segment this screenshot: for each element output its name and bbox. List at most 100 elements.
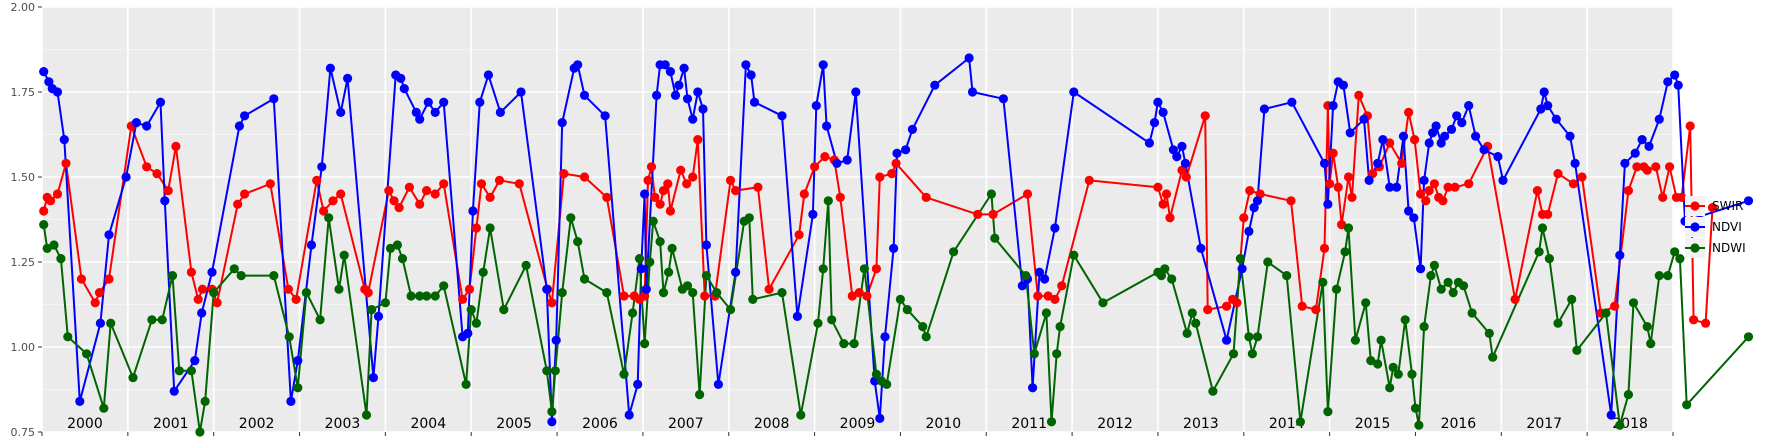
data-point-ndwi	[1484, 328, 1494, 338]
data-point-ndvi	[39, 67, 49, 77]
data-point-ndwi	[1663, 271, 1673, 281]
data-point-ndwi	[949, 247, 959, 257]
data-point-ndwi	[1385, 383, 1395, 393]
year-label: 2004	[410, 416, 446, 432]
data-point-ndwi	[1029, 349, 1039, 359]
data-point-ndvi	[368, 373, 378, 383]
data-point-swir	[619, 291, 629, 301]
data-point-ndvi	[75, 396, 85, 406]
data-point-ndwi	[99, 403, 109, 413]
data-point-ndvi	[160, 196, 170, 206]
data-point-ndwi	[42, 243, 52, 253]
data-point-ndwi	[839, 339, 849, 349]
data-point-ndvi	[1153, 97, 1163, 107]
data-point-ndwi	[301, 288, 311, 298]
data-point-ndvi	[1551, 114, 1561, 124]
data-point-ndwi	[1021, 271, 1031, 281]
data-point-ndwi	[1350, 335, 1360, 345]
data-point-swir	[1689, 315, 1699, 325]
data-point-swir	[658, 186, 669, 196]
data-point-swir	[1343, 172, 1354, 182]
data-point-ndvi	[1196, 243, 1206, 253]
data-point-ndvi	[1392, 182, 1402, 192]
data-point-ndvi	[660, 60, 670, 70]
data-point-ndwi	[688, 288, 698, 298]
data-point-ndvi	[269, 94, 279, 104]
data-point-swir	[212, 298, 222, 308]
data-point-swir	[1297, 301, 1307, 311]
data-point-ndwi	[695, 390, 705, 400]
legend: SWIR NDVI NDWI	[1685, 196, 1746, 258]
data-point-ndwi	[796, 410, 806, 420]
data-point-swir	[328, 196, 338, 206]
data-point-swir	[1181, 172, 1191, 182]
data-point-ndvi	[1328, 101, 1338, 111]
data-point-ndvi	[1237, 264, 1247, 274]
data-point-swir	[875, 172, 885, 182]
data-point-swir	[794, 230, 804, 240]
data-point-ndwi	[648, 216, 658, 226]
data-point-ndwi	[499, 305, 509, 315]
data-point-swir	[1057, 281, 1067, 291]
data-point-ndvi	[415, 114, 425, 124]
data-point-ndvi	[1615, 250, 1625, 260]
data-point-ndvi	[875, 413, 885, 423]
data-point-swir	[1438, 196, 1448, 206]
year-label: 2014	[1269, 416, 1305, 432]
data-point-ndwi	[1534, 247, 1544, 257]
data-point-swir	[384, 186, 394, 196]
data-point-ndvi	[207, 267, 217, 277]
data-point-ndwi	[1340, 247, 1350, 257]
data-point-ndwi	[895, 294, 906, 304]
data-point-ndwi	[1419, 322, 1429, 332]
data-point-swir	[871, 264, 882, 274]
data-point-ndwi	[619, 369, 629, 379]
x-axis	[41, 432, 1674, 436]
data-point-ndvi	[1034, 267, 1045, 277]
data-point-ndwi	[1537, 223, 1548, 233]
data-point-swir	[494, 175, 505, 185]
data-point-ndvi	[1536, 104, 1546, 114]
data-point-ndvi	[670, 90, 681, 100]
data-point-ndvi	[190, 356, 200, 366]
data-point-swir	[1368, 169, 1378, 179]
data-point-ndvi	[1172, 152, 1182, 162]
data-point-ndwi	[39, 220, 49, 230]
data-point-ndvi	[169, 386, 179, 396]
data-point-swir	[404, 182, 414, 192]
data-point-swir	[430, 189, 440, 199]
data-point-ndvi	[579, 90, 590, 100]
data-point-ndwi	[106, 318, 116, 328]
year-labels: 2000 2001 2002 2003 2004 2005 2006 2007 2008 2009…	[67, 416, 1648, 432]
data-point-ndvi	[808, 209, 818, 219]
data-point-ndwi	[209, 288, 219, 298]
data-point-swir	[1410, 135, 1420, 145]
data-point-ndwi	[1642, 322, 1652, 332]
data-point-swir	[1623, 186, 1633, 196]
data-point-ndwi	[1244, 332, 1254, 342]
data-point-swir	[579, 172, 590, 182]
data-point-ndwi	[859, 264, 870, 274]
data-point-ndwi	[1235, 254, 1245, 264]
data-point-swir	[820, 152, 830, 162]
data-point-swir	[1337, 220, 1347, 230]
data-point-swir	[319, 206, 329, 216]
data-point-ndwi	[521, 260, 531, 270]
data-point-ndvi	[600, 111, 610, 121]
data-point-ndwi	[63, 332, 73, 342]
data-point-ndwi	[1436, 284, 1446, 294]
data-point-ndvi	[1743, 196, 1754, 206]
year-label: 2000	[67, 416, 103, 432]
year-label: 2009	[840, 416, 876, 432]
data-point-ndwi	[1670, 247, 1680, 257]
data-point-ndvi	[557, 118, 567, 128]
data-point-ndwi	[385, 243, 396, 253]
data-point-swir	[61, 158, 71, 168]
data-point-swir	[265, 179, 275, 189]
data-point-ndwi	[478, 267, 488, 277]
data-point-ndvi	[423, 97, 433, 107]
data-point-ndwi	[339, 250, 349, 260]
data-point-ndvi	[682, 94, 693, 104]
data-point-ndwi	[664, 267, 674, 277]
data-point-ndvi	[1419, 175, 1429, 185]
